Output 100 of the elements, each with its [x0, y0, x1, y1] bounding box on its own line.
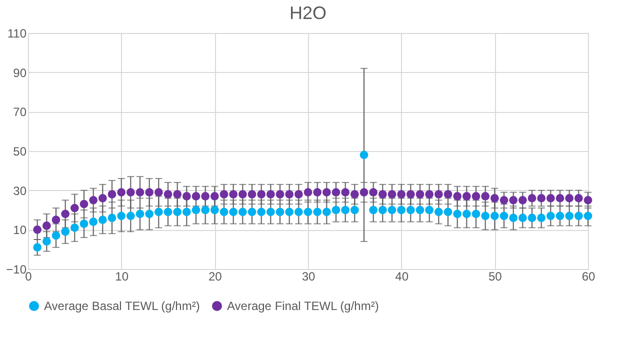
point — [313, 208, 322, 216]
point — [145, 188, 154, 196]
point — [117, 188, 126, 196]
point — [378, 206, 387, 214]
point — [546, 194, 555, 202]
point — [164, 190, 172, 198]
point — [80, 200, 88, 208]
y-tick-label: 110 — [7, 26, 27, 40]
point — [229, 208, 238, 216]
point — [229, 190, 238, 198]
point — [406, 206, 415, 214]
point — [444, 208, 452, 216]
point — [173, 208, 182, 216]
point — [378, 190, 387, 198]
point — [360, 150, 368, 160]
point — [182, 208, 191, 216]
point — [500, 196, 508, 204]
point — [52, 216, 60, 224]
x-tick-label: 60 — [582, 270, 596, 284]
point — [266, 208, 275, 216]
point — [154, 188, 163, 196]
point — [126, 188, 135, 196]
point — [490, 212, 499, 220]
point — [33, 243, 42, 252]
point — [360, 188, 368, 196]
point — [145, 210, 154, 218]
point — [518, 196, 527, 204]
point — [238, 208, 247, 216]
y-tick-label: 10 — [13, 223, 27, 238]
point — [98, 194, 107, 202]
point — [518, 214, 527, 222]
point — [220, 208, 228, 216]
point — [584, 212, 592, 220]
point — [341, 188, 350, 196]
point — [248, 208, 256, 216]
point — [341, 206, 350, 214]
point — [425, 206, 434, 214]
point — [108, 214, 116, 222]
point — [192, 192, 200, 200]
point — [257, 208, 266, 216]
point — [33, 225, 42, 234]
point — [509, 196, 518, 204]
point — [350, 190, 359, 198]
point — [434, 190, 443, 198]
point — [117, 212, 126, 220]
point — [462, 192, 471, 200]
point — [304, 208, 312, 216]
point — [126, 212, 135, 220]
point — [462, 210, 471, 218]
point — [453, 192, 462, 200]
point — [52, 231, 60, 240]
point — [453, 210, 462, 218]
y-tick-label: 70 — [13, 105, 27, 120]
point — [136, 188, 144, 196]
x-tick-label: 20 — [208, 270, 222, 284]
point — [481, 212, 490, 220]
point — [397, 190, 406, 198]
legend-label: Average Final TEWL (g/hm²) — [227, 299, 379, 313]
x-tick-label: 30 — [302, 270, 316, 284]
point — [220, 190, 228, 198]
point — [444, 190, 452, 198]
point — [481, 192, 490, 200]
point — [294, 208, 303, 216]
point — [89, 196, 98, 204]
x-tick-label: 50 — [488, 270, 502, 284]
point — [574, 194, 583, 202]
point — [565, 212, 574, 220]
point — [294, 190, 303, 198]
point — [266, 190, 275, 198]
point — [509, 214, 518, 222]
point — [108, 190, 116, 198]
point — [257, 190, 266, 198]
point — [61, 210, 70, 218]
point — [192, 206, 200, 214]
point — [584, 196, 592, 204]
point — [201, 206, 210, 214]
x-tick-label: 10 — [115, 270, 129, 284]
point — [248, 190, 256, 198]
point — [397, 206, 406, 214]
point — [70, 224, 79, 232]
point — [285, 208, 294, 216]
point — [406, 190, 415, 198]
point — [472, 210, 480, 218]
point — [537, 214, 546, 222]
x-tick-label: 0 — [25, 270, 32, 284]
point — [154, 208, 163, 216]
point — [164, 208, 172, 216]
point — [80, 220, 88, 228]
point — [238, 190, 247, 198]
point — [556, 194, 564, 202]
point — [388, 190, 396, 198]
point — [416, 190, 424, 198]
point — [42, 222, 51, 230]
y-tick-label: 50 — [13, 144, 27, 158]
point — [500, 212, 508, 220]
point — [210, 206, 219, 214]
point — [42, 237, 51, 246]
point — [332, 206, 340, 214]
x-tick-label: 40 — [395, 270, 409, 284]
point — [425, 190, 434, 198]
